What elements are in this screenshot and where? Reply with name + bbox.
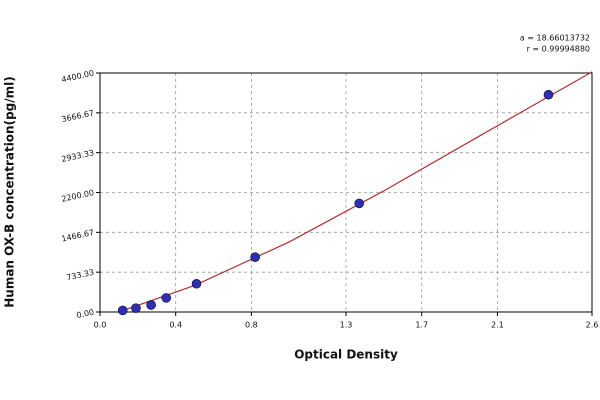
y-tick-label: 733.33 — [66, 268, 95, 283]
plot-frame — [99, 72, 593, 313]
annotation: r = 0.99994880 — [527, 45, 590, 54]
data-point — [161, 293, 172, 303]
y-tick-label: 2200.00 — [61, 188, 95, 204]
data-point — [146, 300, 156, 310]
y-tick-label: 3666.67 — [61, 108, 95, 124]
x-tick-label: 2.1 — [491, 321, 504, 330]
annotation: a = 18.66013732 — [520, 34, 590, 43]
data-point — [543, 89, 554, 100]
x-tick-label: 2.6 — [586, 321, 599, 330]
data-point — [191, 278, 202, 289]
data-point — [131, 303, 141, 313]
x-tick-label: 1.3 — [340, 321, 353, 330]
y-tick-label: 0.00 — [76, 308, 95, 321]
x-tick-label: 1.7 — [415, 321, 428, 330]
data-point — [250, 252, 260, 262]
data-point — [117, 305, 128, 316]
x-tick-label: 0.0 — [94, 321, 107, 330]
x-tick-label: 0.8 — [245, 321, 258, 330]
y-tick-label: 2933.33 — [61, 148, 95, 164]
x-tick-label: 0.4 — [169, 321, 182, 330]
x-axis-title: Optical Density — [294, 348, 398, 362]
data-point — [354, 198, 365, 209]
fit-curve — [118, 71, 593, 313]
y-axis-title: Human OX-B concentration(pg/ml) — [3, 76, 17, 308]
y-tick-label: 1466.67 — [61, 228, 95, 244]
y-tick-label: 4400.00 — [61, 69, 95, 85]
